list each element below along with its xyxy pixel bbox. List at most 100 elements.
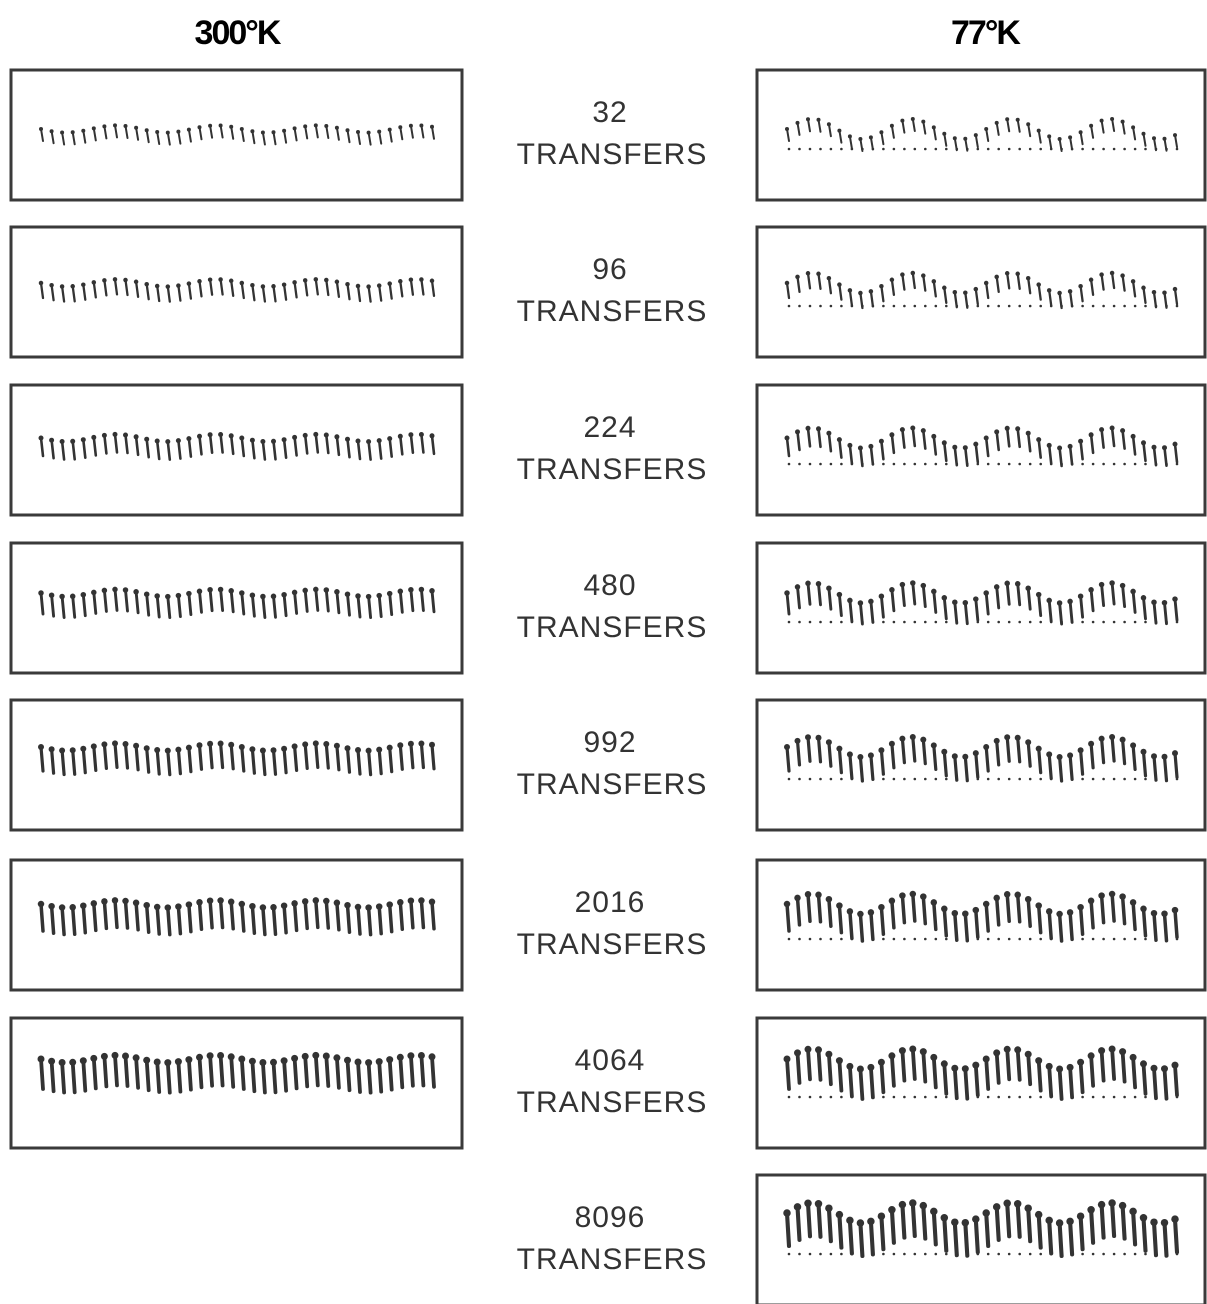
trace-dot: [1144, 305, 1147, 308]
trace-dot: [788, 938, 791, 941]
trace-dot: [935, 1253, 938, 1256]
trace-dot: [1008, 148, 1011, 151]
trace-dot: [840, 621, 843, 624]
transfer-count: 480: [583, 569, 636, 602]
trace-dot: [1144, 463, 1147, 466]
trace-dot: [1092, 148, 1095, 151]
trace-dot: [1123, 305, 1126, 308]
trace-dot: [819, 938, 822, 941]
trace-dot: [1018, 1096, 1021, 1099]
left-panel: [11, 700, 462, 830]
trace-dot: [924, 621, 927, 624]
trace-dot: [798, 1253, 801, 1256]
trace-dot: [1008, 778, 1011, 781]
transfer-count: 4064: [575, 1044, 646, 1077]
trace-dot: [903, 305, 906, 308]
trace-dot: [1102, 1253, 1105, 1256]
trace-dot: [1144, 938, 1147, 941]
trace-dot: [1008, 463, 1011, 466]
trace-dot: [1144, 778, 1147, 781]
transfer-count: 8096: [575, 1201, 646, 1234]
trace-dot: [987, 1253, 990, 1256]
trace-dot: [798, 938, 801, 941]
figure: 300°K 77°K 32TRANSFERS96TRANSFERS224TRAN…: [0, 0, 1207, 1304]
trace-dot: [924, 1253, 927, 1256]
trace-dot: [914, 778, 917, 781]
trace-dot: [798, 1096, 801, 1099]
trace-dot: [1018, 1253, 1021, 1256]
trace-dot: [1018, 148, 1021, 151]
trace-dot: [788, 778, 791, 781]
trace-dot: [1092, 1253, 1095, 1256]
trace-dot: [840, 463, 843, 466]
trace-dot: [1081, 463, 1084, 466]
right-panel: [757, 543, 1205, 673]
trace-dot: [893, 148, 896, 151]
transfer-unit: TRANSFERS: [517, 1243, 708, 1276]
trace-dot: [997, 463, 1000, 466]
trace-dot: [1018, 621, 1021, 624]
trace-dot: [840, 778, 843, 781]
trace-dot: [1113, 938, 1116, 941]
trace-dot: [893, 305, 896, 308]
trace-dot: [924, 305, 927, 308]
trace-dot: [1113, 148, 1116, 151]
trace-dot: [935, 621, 938, 624]
trace-dot: [1029, 1253, 1032, 1256]
trace-dot: [788, 148, 791, 151]
trace-dot: [1029, 938, 1032, 941]
trace-dot: [997, 305, 1000, 308]
trace-dot: [882, 1096, 885, 1099]
trace-dot: [809, 305, 812, 308]
trace-dot: [945, 1253, 948, 1256]
transfer-count: 992: [583, 726, 636, 759]
transfer-unit: TRANSFERS: [517, 1086, 708, 1119]
trace-dot: [1092, 1096, 1095, 1099]
trace-dot: [1113, 305, 1116, 308]
trace-dot: [882, 463, 885, 466]
trace-dot: [1123, 1096, 1126, 1099]
trace-dot: [830, 938, 833, 941]
trace-dot: [945, 1096, 948, 1099]
trace-dot: [924, 148, 927, 151]
trace-dot: [819, 148, 822, 151]
trace-dot: [1018, 938, 1021, 941]
trace-dot: [1081, 621, 1084, 624]
trace-dot: [819, 621, 822, 624]
trace-dot: [1029, 1096, 1032, 1099]
trace-dot: [819, 1253, 822, 1256]
trace-dot: [1081, 778, 1084, 781]
trace-dot: [903, 1253, 906, 1256]
trace-dot: [1018, 463, 1021, 466]
trace-dot: [1039, 148, 1042, 151]
trace-dot: [1134, 938, 1137, 941]
trace-dot: [1144, 1096, 1147, 1099]
trace-dot: [809, 621, 812, 624]
transfer-unit: TRANSFERS: [517, 295, 708, 328]
trace-dot: [987, 621, 990, 624]
trace-dot: [788, 1253, 791, 1256]
trace-dot: [987, 463, 990, 466]
trace-dot: [893, 938, 896, 941]
trace-dot: [840, 1096, 843, 1099]
trace-dot: [830, 463, 833, 466]
trace-dot: [945, 463, 948, 466]
trace-dot: [1039, 463, 1042, 466]
trace-dot: [997, 778, 1000, 781]
transfer-unit: TRANSFERS: [517, 453, 708, 486]
trace-dot: [924, 1096, 927, 1099]
trace-dot: [1039, 305, 1042, 308]
trace-dot: [1008, 305, 1011, 308]
trace-dot: [997, 1253, 1000, 1256]
trace-dot: [987, 778, 990, 781]
trace-dot: [1113, 463, 1116, 466]
trace-dot: [1029, 148, 1032, 151]
trace-dot: [840, 148, 843, 151]
trace-dot: [830, 1253, 833, 1256]
trace-dot: [809, 148, 812, 151]
right-panel: [757, 1018, 1205, 1148]
right-header: 77°K: [951, 14, 1021, 52]
trace-dot: [788, 305, 791, 308]
trace-dot: [798, 621, 801, 624]
transfer-count: 224: [583, 411, 636, 444]
